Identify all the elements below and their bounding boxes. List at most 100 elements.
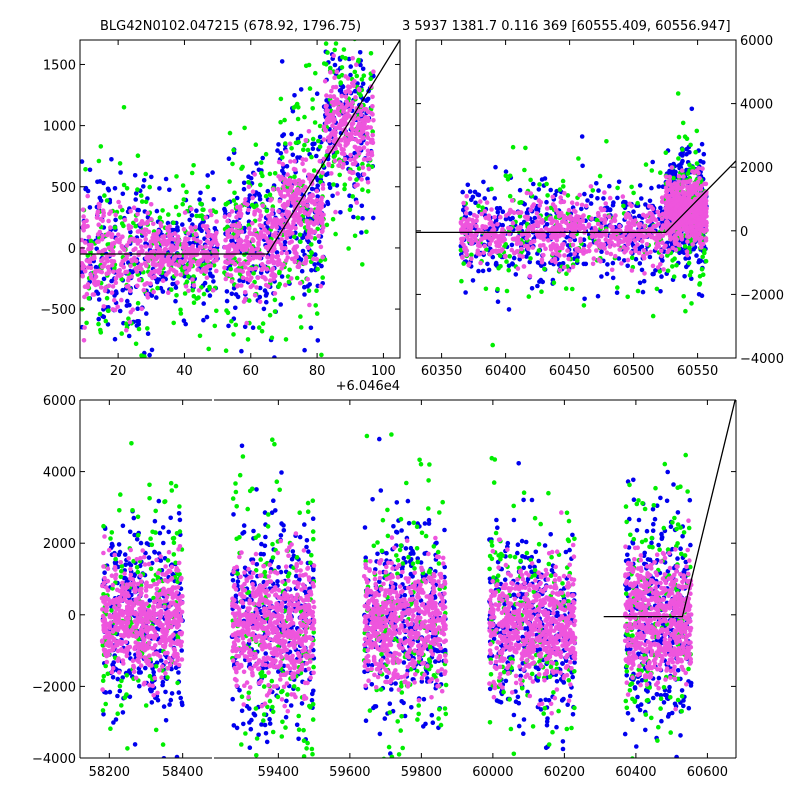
top-right-green-point — [690, 165, 695, 170]
top-left-magenta-point — [166, 232, 172, 238]
top-left-green-point — [305, 147, 311, 153]
top-left-green-point — [136, 326, 142, 332]
top-right-blue-point — [539, 177, 545, 182]
top-left-blue-point — [302, 292, 307, 297]
top-left-magenta-point — [151, 289, 156, 295]
top-left-magenta-point — [176, 263, 182, 268]
top-left-magenta-point — [304, 198, 310, 204]
top-left-blue-point — [357, 50, 363, 55]
top-left-green-point — [341, 47, 347, 52]
top-left-green-point — [350, 194, 356, 199]
top-right-magenta-point — [684, 234, 690, 239]
top-left-magenta-point — [233, 229, 239, 234]
top-left-blue-point — [200, 220, 205, 225]
top-left-blue-point — [315, 338, 321, 343]
top-left-magenta-point — [323, 104, 329, 109]
top-left-green-point — [191, 163, 196, 168]
top-left-green-point — [360, 161, 365, 167]
top-left-magenta-point — [365, 148, 371, 154]
top-left-green-point — [371, 0, 376, 3]
top-left-magenta-point — [278, 190, 284, 195]
top-left-green-point — [370, 129, 376, 134]
top-left-magenta-point — [172, 245, 178, 251]
top-right-green-point — [510, 144, 516, 150]
title-left: BLG42N0102.047215 (678.92, 1796.75) — [100, 19, 361, 34]
top-left-magenta-point — [152, 274, 157, 280]
top-left-magenta-point — [225, 272, 230, 277]
top-left-magenta-point — [332, 99, 338, 104]
top-right-blue-point — [643, 202, 648, 207]
top-left-blue-point — [276, 142, 281, 147]
top-right-blue-point — [682, 274, 687, 279]
top-left-blue-point — [360, 81, 366, 86]
top-left-magenta-point — [110, 249, 116, 254]
top-left-magenta-point — [100, 218, 105, 224]
top-right-green-point — [597, 173, 603, 179]
top-right-green-point — [526, 294, 532, 299]
top-left-magenta-point — [80, 237, 84, 243]
top-left-blue-point — [352, 150, 357, 156]
top-right-magenta-point — [537, 243, 543, 249]
top-left-blue-point — [226, 323, 231, 329]
top-right-magenta-point — [458, 219, 464, 225]
top-right-magenta-point — [578, 236, 583, 242]
top-left-blue-point — [224, 298, 230, 304]
top-left-magenta-point — [314, 198, 320, 203]
top-left-blue-point — [112, 336, 118, 342]
top-right-magenta-point — [478, 237, 484, 242]
top-right-blue-point — [469, 197, 474, 203]
top-right-magenta-point — [647, 203, 652, 209]
top-left-green-point — [330, 216, 336, 222]
top-left-magenta-point — [285, 255, 291, 260]
top-left-magenta-point — [80, 265, 86, 270]
top-left-magenta-point — [370, 140, 376, 146]
top-right-blue-point — [465, 182, 471, 188]
top-right-magenta-point — [676, 174, 682, 179]
top-left-magenta-point — [165, 225, 170, 231]
top-left-magenta-point — [81, 228, 86, 233]
top-left-blue-point — [183, 321, 188, 327]
top-left-magenta-point — [348, 152, 353, 158]
top-right-magenta-point — [623, 248, 629, 254]
top-left-green-point — [306, 288, 312, 294]
top-left-magenta-point — [117, 204, 123, 209]
top-left-magenta-point — [198, 239, 203, 245]
top-left-blue-point — [96, 316, 101, 322]
top-right-magenta-point — [596, 233, 602, 239]
top-right-magenta-point — [460, 223, 466, 229]
top-right-magenta-point — [474, 223, 479, 229]
top-left-xtick-label: 100 — [371, 364, 396, 379]
top-left-magenta-point — [193, 252, 198, 258]
top-left-blue-point — [298, 133, 304, 139]
top-left-magenta-point — [83, 240, 88, 245]
top-left-green-point — [334, 149, 340, 155]
top-left-magenta-point — [257, 299, 263, 305]
top-right-magenta-point — [514, 241, 520, 247]
top-left-magenta-point — [233, 268, 239, 273]
top-left-magenta-point — [98, 285, 104, 290]
top-left-green-point — [313, 303, 319, 308]
top-right-blue-point — [595, 293, 601, 299]
top-left-green-point — [104, 295, 110, 301]
top-left-green-point — [282, 117, 287, 123]
top-left-magenta-point — [277, 198, 283, 204]
top-right-green-point — [507, 173, 513, 179]
top-left-ytick-label: 500 — [51, 181, 76, 196]
top-right-green-point — [663, 150, 669, 155]
top-right-magenta-point — [604, 250, 610, 255]
top-right-blue-point — [637, 261, 643, 266]
top-left-magenta-point — [248, 248, 254, 254]
top-right-green-point — [702, 250, 707, 256]
top-left-green-point — [331, 182, 336, 187]
top-left-magenta-point — [341, 109, 346, 115]
top-left-magenta-point — [351, 170, 356, 175]
top-left-blue-point — [316, 239, 322, 245]
top-right-magenta-point — [596, 238, 601, 243]
top-right-magenta-point — [553, 259, 558, 265]
top-left-magenta-point — [123, 269, 128, 275]
top-right-magenta-point — [660, 240, 665, 245]
top-left-green-point — [178, 307, 183, 313]
top-right-blue-point — [680, 249, 685, 255]
top-right-blue-point — [472, 189, 478, 195]
top-left-blue-point — [330, 193, 335, 199]
